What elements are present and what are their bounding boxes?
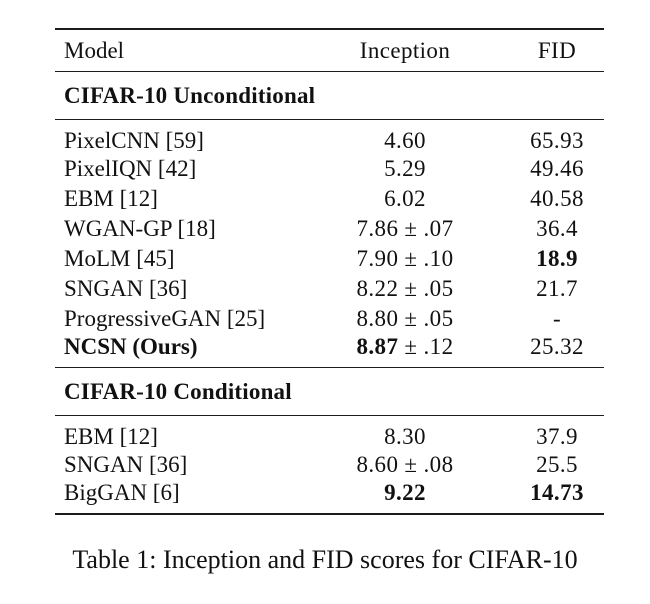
inception-cell: 8.30 [300,416,510,451]
fid-cell: 37.9 [536,424,578,449]
inception-cell: 8.80 ± .05 [300,304,510,334]
model-cell: PixelCNN [59] [64,128,204,153]
inception-value: 6.02 [384,186,426,211]
model-cell: ProgressiveGAN [25] [64,306,266,331]
table-row: PixelCNN [59] 4.60 65.93 [55,120,604,155]
section-unconditional-header: CIFAR-10 Unconditional [55,72,604,120]
col-header-fid: FID [537,37,577,63]
section-row: CIFAR-10 Unconditional [55,72,604,120]
table-row: NCSN (Ours) 8.87 ± .12 25.32 [55,334,604,368]
inception-value: 7.86 [356,216,399,241]
model-cell: EBM [12] [64,186,158,211]
model-cell: MoLM [45] [64,246,175,271]
model-cell: EBM [12] [64,424,158,449]
table-row: ProgressiveGAN [25] 8.80 ± .05 - [55,304,604,334]
table-row: BigGAN [6] 9.22 14.73 [55,480,604,514]
table-row: SNGAN [36] 8.22 ± .05 21.7 [55,274,604,304]
model-cell: SNGAN [36] [64,452,188,477]
inception-value: 5.29 [384,156,426,181]
inception-value: 8.60 [356,452,399,477]
fid-cell: 40.58 [530,186,584,211]
results-table: Model Inception FID CIFAR-10 Uncondition… [55,28,604,515]
col-header-inception: Inception [359,37,451,63]
inception-value: 7.90 [356,246,399,271]
inception-value: 8.87 [356,334,399,359]
inception-cell: 6.02 [300,184,510,214]
section-conditional-rows: EBM [12] 8.30 37.9 SNGAN [36] 8.60 ± .08 … [55,416,604,514]
section-title-unconditional: CIFAR-10 Unconditional [64,82,316,108]
inception-stddev: ± .08 [404,452,454,477]
inception-value: 8.80 [356,306,399,331]
model-cell: PixelIQN [42] [64,156,197,181]
table-caption: Table 1: Inception and FID scores for CI… [72,545,578,574]
table-row: EBM [12] 8.30 37.9 [55,416,604,451]
inception-stddev: ± .05 [404,276,454,301]
inception-stddev: ± .05 [404,306,454,331]
fid-cell: 65.93 [530,128,584,153]
section-conditional-header: CIFAR-10 Conditional [55,368,604,416]
table-row: WGAN-GP [18] 7.86 ± .07 36.4 [55,214,604,244]
inception-value: 4.60 [384,128,426,153]
section-unconditional-rows: PixelCNN [59] 4.60 65.93 PixelIQN [42] 5… [55,120,604,368]
inception-cell: 8.60 ± .08 [300,450,510,480]
col-header-model: Model [64,37,125,63]
inception-stddev: ± .07 [404,216,454,241]
inception-cell: 7.90 ± .10 [300,244,510,274]
table-row: PixelIQN [42] 5.29 49.46 [55,154,604,184]
fid-cell: 25.32 [530,334,584,359]
inception-value: 8.30 [384,424,426,449]
fid-cell: - [552,306,562,331]
inception-value: 9.22 [384,480,426,505]
model-cell: BigGAN [6] [64,480,180,505]
table-row: SNGAN [36] 8.60 ± .08 25.5 [55,450,604,480]
section-row: CIFAR-10 Conditional [55,368,604,416]
fid-cell: 49.46 [530,156,584,181]
section-title-conditional: CIFAR-10 Conditional [64,378,292,404]
table-header: Model Inception FID [55,29,604,72]
fid-cell: 18.9 [536,246,578,271]
model-cell: NCSN (Ours) [64,334,198,359]
inception-cell: 8.22 ± .05 [300,274,510,304]
inception-cell: 4.60 [300,120,510,155]
table-row: EBM [12] 6.02 40.58 [55,184,604,214]
inception-cell: 7.86 ± .07 [300,214,510,244]
header-row: Model Inception FID [55,29,604,72]
inception-value: 8.22 [356,276,399,301]
fid-cell: 21.7 [536,276,578,301]
table-row: MoLM [45] 7.90 ± .10 18.9 [55,244,604,274]
model-cell: SNGAN [36] [64,276,188,301]
inception-stddev: ± .10 [404,246,454,271]
inception-cell: 9.22 [300,480,510,514]
fid-cell: 25.5 [536,452,578,477]
model-cell: WGAN-GP [18] [64,216,216,241]
inception-stddev: ± .12 [404,334,454,359]
inception-cell: 8.87 ± .12 [300,334,510,368]
inception-cell: 5.29 [300,154,510,184]
fid-cell: 36.4 [536,216,578,241]
fid-cell: 14.73 [530,480,584,505]
